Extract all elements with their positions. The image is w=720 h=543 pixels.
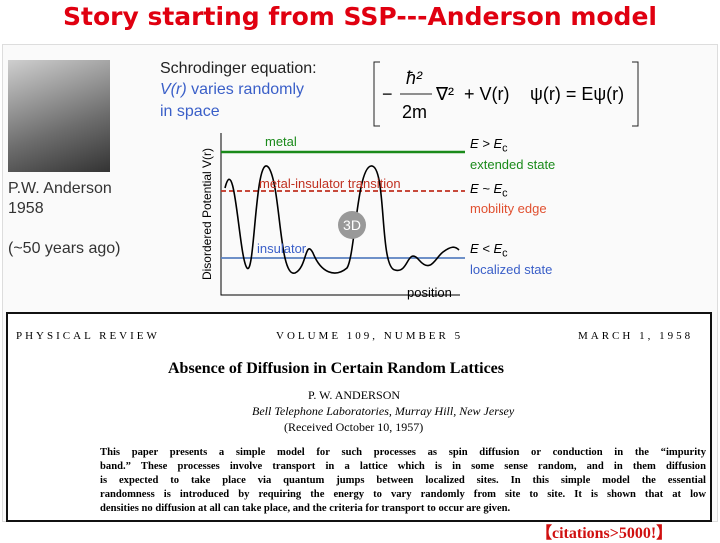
bracket (373, 61, 639, 127)
eq-numerator: ħ² (406, 68, 423, 88)
slide-title: Story starting from SSP---Anderson model (63, 2, 657, 31)
abstract-line: densities no diffusion at all can take p… (100, 503, 511, 514)
potential-symbol: V(r) (160, 81, 187, 98)
energy-sub: c (502, 187, 508, 200)
energy-sub: c (502, 247, 508, 260)
level-label: metal-insulator transition (259, 176, 401, 191)
axes (220, 133, 460, 296)
abstract-line: band.” These processes involve transport… (100, 461, 706, 472)
affiliation: Bell Telephone Laboratories, Murray Hill… (252, 404, 515, 418)
badge: 3D (343, 217, 361, 233)
name: P.W. Anderson (8, 180, 112, 197)
eq-operator: ∇² (435, 84, 454, 104)
eq-rhs: ψ(r) = Eψ(r) (530, 84, 624, 104)
abstract-line: This paper presents a simple model for s… (100, 447, 706, 458)
potential-diagram: Disordered Potential V(r) position 3D me… (200, 133, 465, 300)
energy-text: E > E (470, 136, 503, 151)
y-axis-label: Disordered Potential V(r) (200, 148, 214, 280)
portrait (8, 60, 110, 172)
journal: PHYSICAL REVIEW (16, 330, 160, 342)
abstract: This paper presents a simple model for s… (100, 446, 706, 516)
paper-clipping: PHYSICAL REVIEW VOLUME 109, NUMBER 5 MAR… (6, 312, 712, 522)
received: (Received October 10, 1957) (284, 420, 424, 434)
state: localized state (470, 261, 553, 277)
energy-labels: E > Ec extended state E ~ Ec mobility ed… (470, 136, 555, 278)
abstract-line: is expected to take place via quantum ju… (100, 475, 706, 486)
energy-text: E ~ E (470, 180, 503, 196)
level-label: insulator (257, 241, 307, 256)
citations: 【citations>5000!】 (536, 525, 673, 542)
equation: − ħ² 2m ∇² + V(r) ψ(r) = Eψ(r) (373, 61, 639, 127)
eq-minus: − (382, 84, 393, 104)
potential-curve (224, 165, 460, 274)
intro-heading: Schrodinger equation: (160, 60, 317, 77)
state: extended state (470, 156, 556, 172)
eq-potential: + V(r) (464, 84, 510, 104)
energy-sub: c (502, 142, 508, 155)
date: MARCH 1, 1958 (578, 330, 694, 342)
energy: E > Ec (470, 136, 555, 157)
paper-title: Absence of Diffusion in Certain Random L… (168, 360, 504, 377)
energy-text: E < E (470, 241, 503, 257)
volume: VOLUME 109, NUMBER 5 (276, 330, 464, 342)
state: mobility edge (470, 201, 547, 217)
intro-line: V(r) varies randomly (160, 81, 304, 99)
author: P. W. ANDERSON (308, 388, 401, 402)
year: 1958 (8, 200, 44, 217)
intro-text: varies randomly (186, 81, 305, 98)
level-label: metal (265, 134, 297, 149)
energy: E ~ Ec (470, 181, 555, 202)
abstract-line: randomness is introduced by requiring th… (100, 489, 706, 500)
intro-line2: in space (160, 103, 220, 120)
x-axis-label: position (407, 285, 452, 300)
age-note: (~50 years ago) (8, 240, 121, 257)
eq-denominator: 2m (402, 102, 427, 122)
energy: E < Ec (470, 241, 555, 262)
badge-circle (338, 211, 366, 239)
